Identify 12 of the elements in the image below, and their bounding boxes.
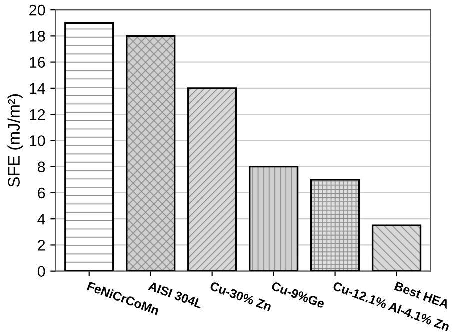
y-tick-label: 4 [38, 214, 46, 225]
y-tick-label: 0 [38, 266, 46, 278]
y-tick-label: 20 [30, 4, 46, 16]
y-tick-label: 6 [38, 188, 46, 199]
y-axis-title: SFE (mJ/m²) [8, 94, 24, 188]
y-tick-label: 8 [38, 162, 46, 173]
y-tick-label: 18 [30, 31, 46, 42]
y-tick-label: 10 [30, 136, 46, 146]
y-tick-label: 16 [30, 57, 46, 68]
y-tick-label: 12 [30, 109, 46, 120]
y-tick-label: 14 [30, 83, 46, 94]
y-tick-label: 2 [38, 240, 46, 251]
